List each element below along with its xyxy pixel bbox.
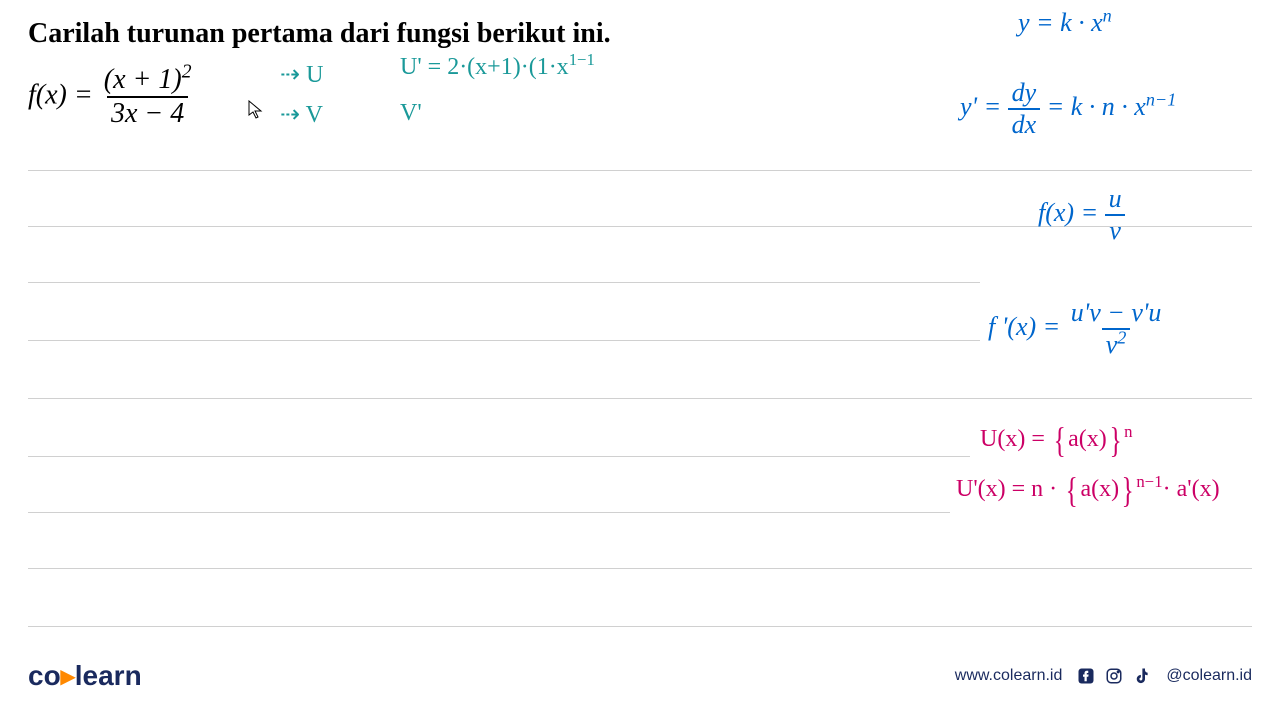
tiktok-icon: [1132, 666, 1152, 686]
annotation-u-prime: U' = 2·(x+1)·(1·x1−1: [400, 54, 595, 81]
facebook-icon: [1076, 666, 1096, 686]
footer-right: www.colearn.id @colearn.id: [955, 666, 1252, 686]
ruled-line: [28, 282, 980, 283]
social-handle: @colearn.id: [1166, 667, 1252, 685]
ruled-line: [28, 626, 1252, 627]
ruled-line: [28, 512, 950, 513]
ruled-line: [28, 398, 1252, 399]
social-icons: [1076, 666, 1152, 686]
instagram-icon: [1104, 666, 1124, 686]
page-content: Carilah turunan pertama dari fungsi beri…: [0, 0, 1280, 720]
chain-rule-u-prime: U'(x) = n · {a(x)}n−1· a'(x): [956, 476, 1220, 503]
ruled-line: [28, 568, 1252, 569]
quotient-derivative-formula: f '(x) = u'v − v'u v2: [988, 300, 1165, 358]
ruled-line: [28, 456, 970, 457]
website-url: www.colearn.id: [955, 667, 1063, 685]
logo: co▸learn: [28, 659, 142, 692]
fx-numerator: (x + 1): [104, 64, 182, 95]
power-rule-formula: y = k · xn: [1018, 8, 1112, 38]
fx-num-exp: 2: [182, 62, 192, 83]
logo-co: co: [28, 660, 61, 691]
fx-lhs: f(x) =: [28, 79, 100, 110]
annotation-v: ⇢ V: [280, 100, 323, 129]
ruled-line: [28, 340, 980, 341]
power-derivative-formula: y' = dy dx = k · n · xn−1: [960, 80, 1176, 138]
chain-rule-u: U(x) = {a(x)}n: [980, 426, 1132, 453]
annotation-u: ⇢ U: [280, 60, 323, 89]
logo-learn: learn: [75, 660, 142, 691]
ruled-line: [28, 170, 1252, 171]
fx-denominator: 3x − 4: [107, 96, 188, 128]
footer: co▸learn www.colearn.id @colearn.id: [28, 659, 1252, 692]
cursor-icon: [248, 100, 264, 125]
annotation-v-prime: V': [400, 100, 422, 127]
quotient-function-formula: f(x) = u v: [1038, 186, 1126, 244]
problem-title: Carilah turunan pertama dari fungsi beri…: [28, 18, 611, 50]
logo-dot: ▸: [61, 660, 75, 691]
main-function: f(x) = (x + 1)2 3x − 4: [28, 66, 196, 128]
